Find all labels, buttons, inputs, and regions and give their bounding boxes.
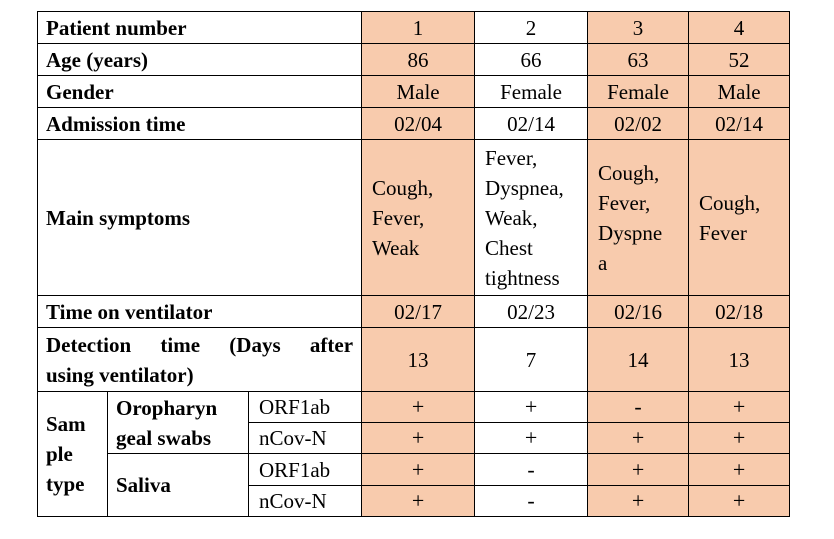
row-age: Age (years) 86 66 63 52 <box>36 43 791 76</box>
oro-ncov-4: + <box>688 422 791 454</box>
ventilator-1: 02/17 <box>361 295 476 328</box>
sal-orf-1: + <box>361 453 476 486</box>
symptom-line: Fever, <box>598 190 651 215</box>
symptom-line: Chest <box>485 235 533 260</box>
symptom-line: tightness <box>485 265 560 290</box>
row-main-symptoms: Main symptoms Cough, Fever, Weak Fever, … <box>36 139 791 296</box>
detection-4: 13 <box>688 327 791 392</box>
sample-label-line: Sam <box>46 412 86 436</box>
admission-time-4: 02/14 <box>688 107 791 140</box>
gene-orf1ab: ORF1ab <box>247 453 363 486</box>
row-admission-time: Admission time 02/04 02/14 02/02 02/14 <box>36 107 791 140</box>
detection-label-line1: Detection time (Days after <box>46 330 353 360</box>
detection-word: (Days <box>229 332 281 357</box>
main-symptoms-label: Main symptoms <box>36 139 363 296</box>
symptom-line: Weak <box>372 235 420 260</box>
gender-2: Female <box>474 75 589 108</box>
gender-4: Male <box>688 75 791 108</box>
symptoms-1: Cough, Fever, Weak <box>361 139 476 296</box>
detection-word: time <box>160 332 201 357</box>
symptom-line: Fever <box>699 220 747 245</box>
patient-number-2: 2 <box>474 11 589 44</box>
patient-number-1: 1 <box>361 11 476 44</box>
symptoms-2: Fever, Dyspnea, Weak, Chest tightness <box>474 139 589 296</box>
symptom-line: Dyspne <box>598 220 663 245</box>
detection-label-line2: using ventilator) <box>46 362 194 387</box>
row-saliva-ncov: nCov-N + - + + <box>38 485 791 517</box>
admission-time-1: 02/04 <box>361 107 476 140</box>
symptom-line: Cough, <box>598 160 660 185</box>
admission-time-3: 02/02 <box>587 107 690 140</box>
sample-type-label: Sam ple type <box>37 391 108 517</box>
detection-2: 7 <box>474 327 589 392</box>
symptoms-3: Cough, Fever, Dyspne a <box>587 139 690 296</box>
detection-3: 14 <box>587 327 690 392</box>
row-gender: Gender Male Female Female Male <box>36 75 791 108</box>
gene-ncov-n: nCov-N <box>247 485 363 517</box>
gene-orf1ab: ORF1ab <box>247 391 363 423</box>
sal-ncov-2: - <box>474 485 589 517</box>
age-1: 86 <box>361 43 476 76</box>
admission-time-label: Admission time <box>36 107 363 140</box>
sample-label-line: ple <box>46 442 73 466</box>
symptom-line: Dyspnea, <box>485 175 564 200</box>
age-2: 66 <box>474 43 589 76</box>
patient-number-label: Patient number <box>36 11 363 44</box>
oro-ncov-1: + <box>361 422 476 454</box>
saliva-label: Saliva <box>107 453 249 517</box>
oro-label-line: geal swabs <box>116 425 212 450</box>
gender-label: Gender <box>36 75 363 108</box>
oropharyngeal-swabs-label: Oropharyn geal swabs <box>107 391 249 454</box>
symptom-line: Weak, <box>485 205 538 230</box>
symptom-line: Cough, <box>699 190 761 215</box>
detection-time-label: Detection time (Days after using ventila… <box>36 327 363 392</box>
symptom-line: a <box>598 250 608 275</box>
age-4: 52 <box>688 43 791 76</box>
oro-orf-1: + <box>361 391 476 423</box>
oro-label-line: Oropharyn <box>116 395 218 420</box>
oro-orf-2: + <box>474 391 589 423</box>
ventilator-label: Time on ventilator <box>36 295 363 328</box>
age-label: Age (years) <box>36 43 363 76</box>
oro-ncov-2: + <box>474 422 589 454</box>
row-oro-orf1ab: Sam ple type Oropharyn geal swabs ORF1ab… <box>37 391 791 517</box>
detection-word: after <box>309 332 354 357</box>
sample-label-line: type <box>46 472 85 496</box>
detection-1: 13 <box>361 327 476 392</box>
ventilator-3: 02/16 <box>587 295 690 328</box>
sal-ncov-3: + <box>587 485 690 517</box>
patient-number-3: 3 <box>587 11 690 44</box>
gender-1: Male <box>361 75 476 108</box>
row-time-on-ventilator: Time on ventilator 02/17 02/23 02/16 02/… <box>36 295 791 328</box>
ventilator-2: 02/23 <box>474 295 589 328</box>
gender-3: Female <box>587 75 690 108</box>
row-saliva-orf1ab: Saliva ORF1ab + - + + <box>38 453 791 517</box>
sal-orf-3: + <box>587 453 690 486</box>
admission-time-2: 02/14 <box>474 107 589 140</box>
sal-ncov-1: + <box>361 485 476 517</box>
patient-number-4: 4 <box>688 11 791 44</box>
age-3: 63 <box>587 43 690 76</box>
sal-orf-2: - <box>474 453 589 486</box>
gene-ncov-n: nCov-N <box>247 422 363 454</box>
oro-orf-4: + <box>688 391 791 423</box>
symptom-line: Cough, <box>372 175 434 200</box>
patient-table-wrapper: Patient number 1 2 3 4 Age (years) 86 66… <box>36 11 791 517</box>
symptom-line: Fever, <box>372 205 425 230</box>
sal-orf-4: + <box>688 453 791 486</box>
detection-word: Detection <box>46 332 132 357</box>
oro-orf-3: - <box>587 391 690 423</box>
symptoms-4: Cough, Fever <box>688 139 791 296</box>
row-detection-time: Detection time (Days after using ventila… <box>36 327 791 392</box>
patient-table: Patient number 1 2 3 4 Age (years) 86 66… <box>36 11 791 517</box>
oro-ncov-3: + <box>587 422 690 454</box>
symptom-line: Fever, <box>485 145 538 170</box>
sal-ncov-4: + <box>688 485 791 517</box>
ventilator-4: 02/18 <box>688 295 791 328</box>
row-patient-number: Patient number 1 2 3 4 <box>36 11 791 44</box>
